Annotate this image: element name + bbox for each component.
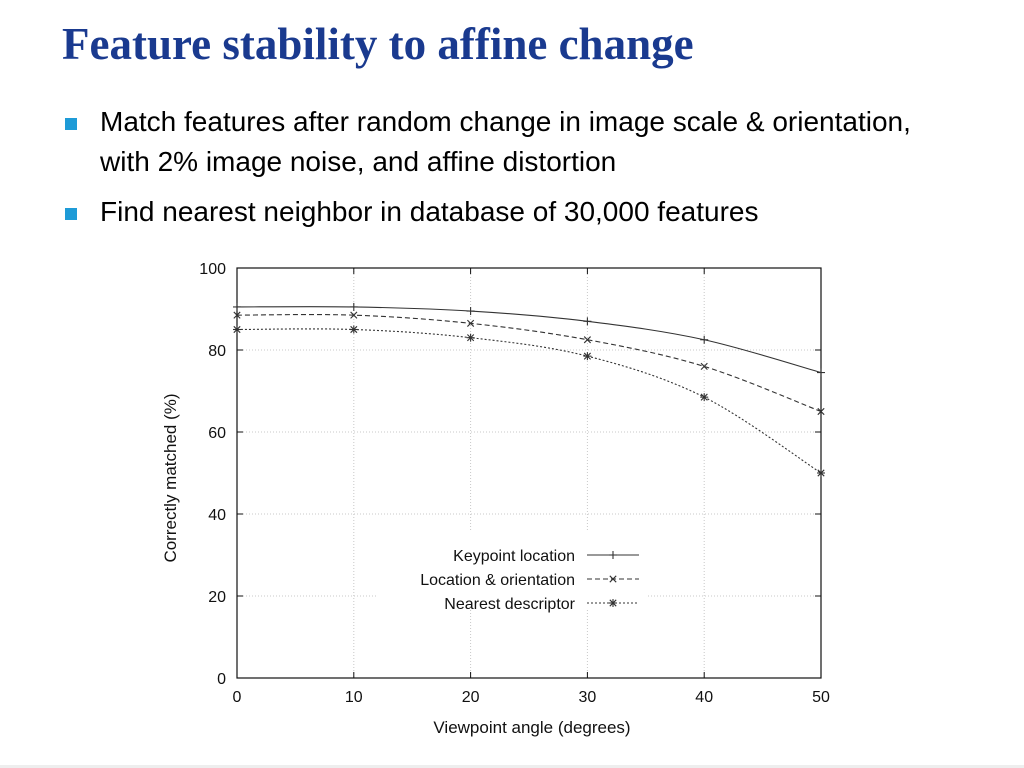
data-point	[817, 469, 825, 477]
data-point	[817, 368, 825, 377]
data-point	[466, 333, 475, 342]
y-tick-label: 100	[199, 261, 226, 278]
x-tick-label: 20	[462, 689, 480, 706]
legend-swatch-marker	[609, 599, 617, 607]
y-tick-label: 20	[208, 589, 226, 606]
data-point	[467, 319, 475, 327]
x-tick-label: 40	[695, 689, 713, 706]
data-point	[817, 407, 825, 416]
x-tick-label: 0	[233, 689, 242, 706]
data-point	[350, 311, 358, 319]
legend-box	[378, 532, 646, 608]
x-tick-label: 50	[812, 689, 830, 706]
data-point	[233, 311, 241, 319]
square-bullet-icon	[65, 118, 77, 130]
bullet-text: Find nearest neighbor in database of 30,…	[100, 196, 759, 227]
series-line-2	[236, 313, 822, 413]
data-point	[349, 302, 358, 311]
x-tick-label: 10	[345, 689, 363, 706]
data-point	[233, 302, 241, 311]
y-tick-label: 80	[208, 343, 226, 360]
y-tick-label: 60	[208, 425, 226, 442]
square-bullet-icon	[65, 208, 77, 220]
bullet-text: Match features after random change in im…	[100, 106, 911, 177]
plot-frame	[236, 267, 822, 679]
data-point	[466, 307, 475, 316]
data-point	[583, 352, 592, 361]
y-axis-label: Correctly matched (%)	[161, 393, 180, 562]
bullet-item: Match features after random change in im…	[62, 102, 962, 182]
data-point	[700, 335, 709, 344]
legend-entry-label: Location & orientation	[420, 572, 575, 589]
legend-entry-label: Keypoint location	[453, 548, 575, 565]
data-point	[349, 325, 358, 334]
data-point	[583, 336, 591, 344]
data-point	[700, 393, 709, 402]
bullet-list: Match features after random change in im…	[62, 102, 962, 242]
legend-swatch-marker	[609, 551, 617, 559]
slide-title: Feature stability to affine change	[62, 19, 694, 69]
data-point	[700, 362, 708, 370]
data-point	[583, 317, 592, 326]
series-line-1	[236, 306, 822, 374]
bullet-item: Find nearest neighbor in database of 30,…	[62, 192, 962, 232]
data-point	[233, 325, 241, 334]
legend-swatch-marker	[609, 575, 617, 583]
y-tick-label: 40	[208, 507, 226, 524]
legend-entry-label: Nearest descriptor	[444, 596, 575, 613]
series-line-3	[236, 328, 822, 474]
slide-footer-strip	[0, 765, 1024, 768]
x-tick-label: 30	[579, 689, 597, 706]
line-chart: 0 10 20 30 40 50 0 20 40 60 80 100 Viewpoint angle (…	[161, 261, 830, 737]
y-tick-label: 0	[217, 671, 226, 688]
x-axis-label: Viewpoint angle (degrees)	[433, 718, 630, 737]
